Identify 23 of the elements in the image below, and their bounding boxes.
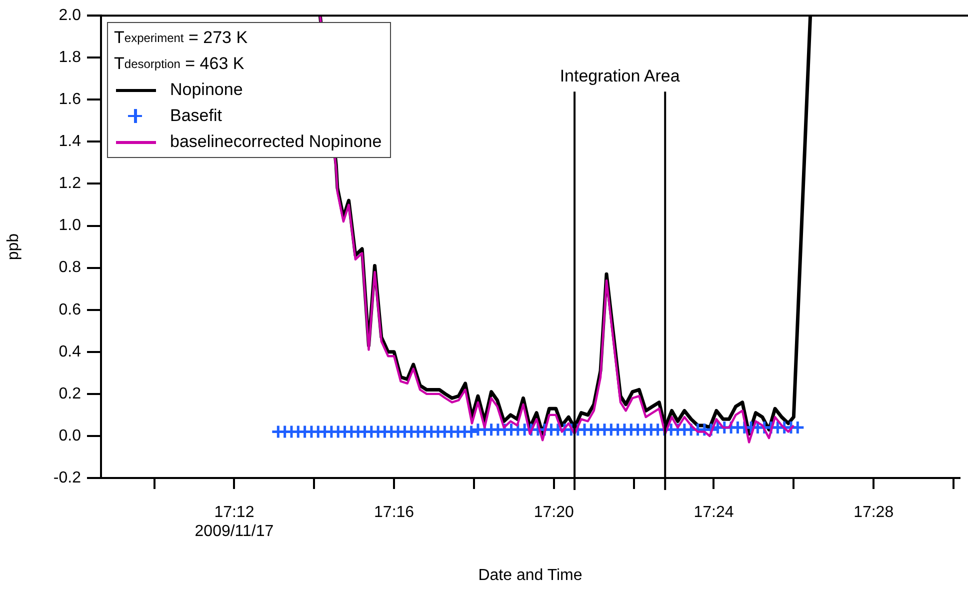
y-tick-label: 1.8 — [58, 49, 82, 66]
y-tick-label: 0.2 — [58, 385, 82, 402]
x-tick-label: 17:28 — [854, 504, 894, 522]
y-tick-label: 0.6 — [58, 301, 82, 318]
y-tick-label: 2.0 — [58, 7, 82, 24]
y-tick-label: 1.2 — [58, 175, 82, 192]
y-tick-label: 1.0 — [58, 217, 82, 234]
y-tick-label: 0.8 — [58, 259, 82, 276]
legend-label: Basefit — [170, 104, 222, 127]
y-tick-label: 1.4 — [58, 133, 82, 150]
x-tick-label: 17:24 — [694, 504, 734, 522]
x-tick-label: 17:12 2009/11/17 — [194, 504, 274, 540]
x-axis-title: Date and Time — [478, 566, 582, 584]
y-axis-title: ppb — [5, 233, 22, 260]
annotation: Integration Area — [560, 66, 680, 86]
y-tick-label: 0.4 — [58, 343, 82, 360]
legend-label: baselinecorrected Nopinone — [170, 130, 382, 153]
x-tick-label: 17:20 — [534, 504, 574, 522]
y-tick-label: -0.2 — [53, 469, 82, 486]
legend-label: Nopinone — [170, 78, 243, 101]
x-tick-label: 17:16 — [374, 504, 414, 522]
y-tick-label: 0.0 — [58, 427, 82, 444]
y-tick-label: 1.6 — [58, 91, 82, 108]
